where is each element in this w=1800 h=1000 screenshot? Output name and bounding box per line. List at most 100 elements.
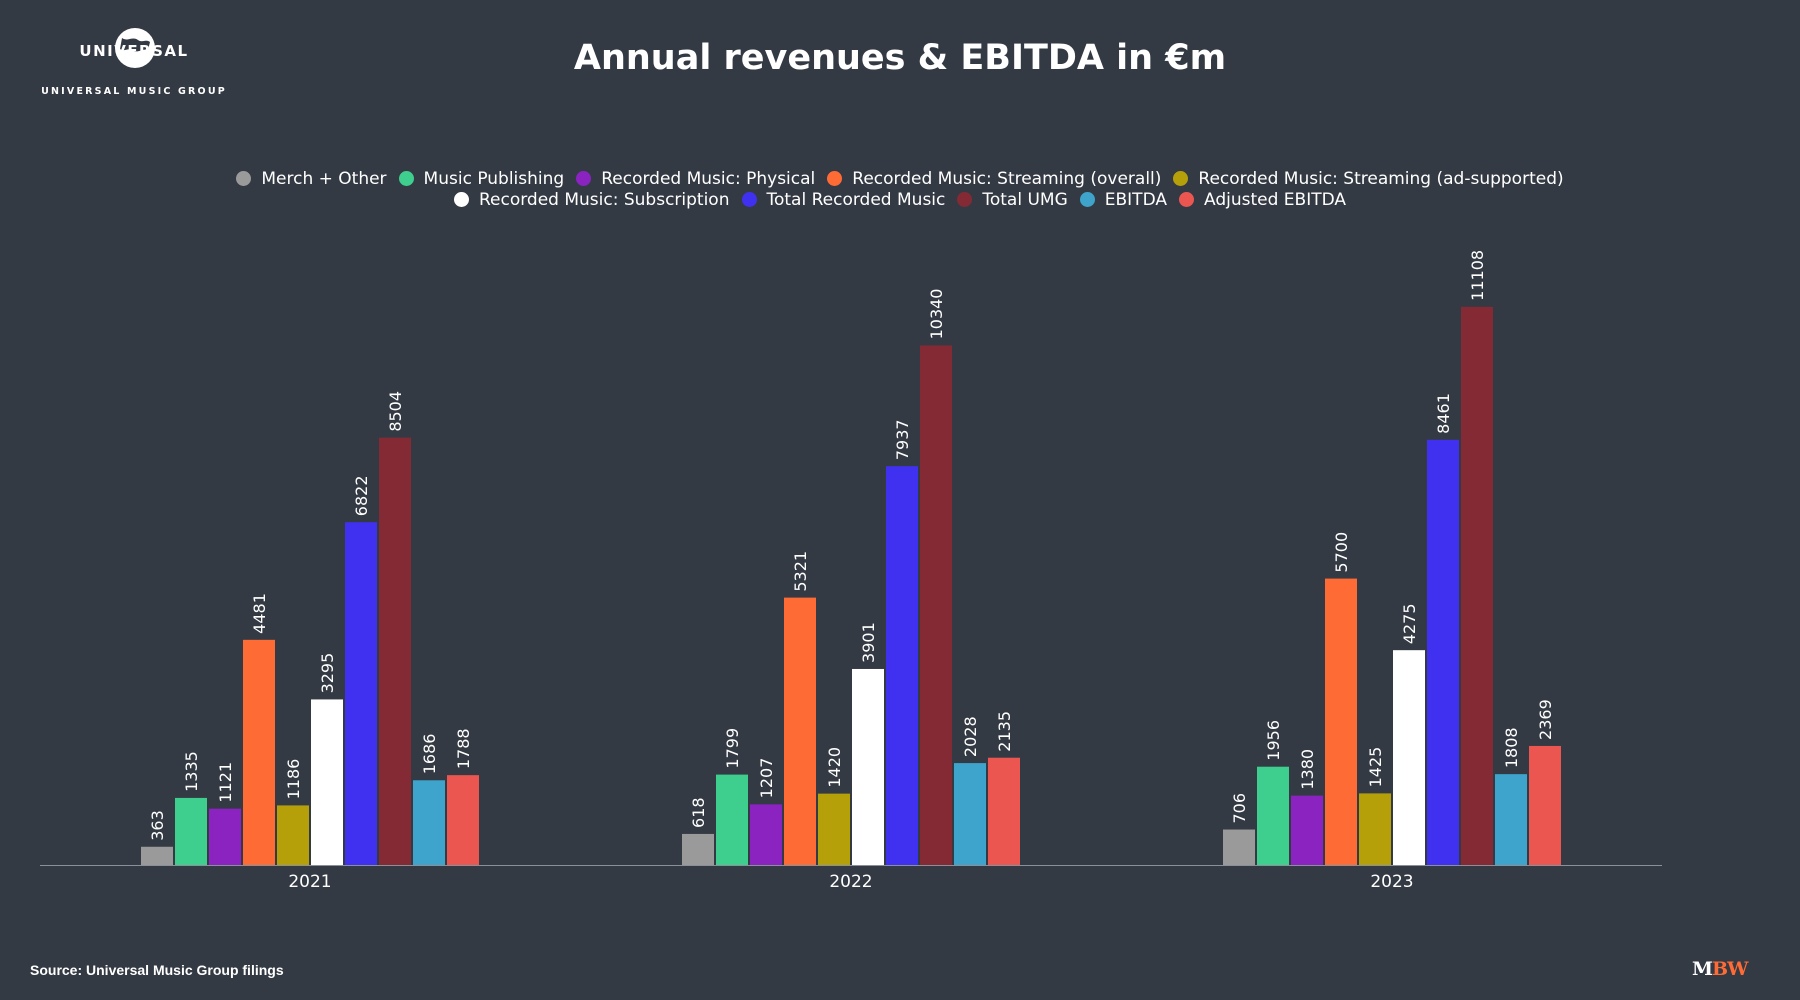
bar [682, 833, 714, 865]
bar [277, 805, 309, 865]
bar [818, 793, 850, 865]
legend-label: Total UMG [982, 189, 1068, 210]
legend-item[interactable]: Total Recorded Music [741, 189, 946, 210]
bar [413, 780, 445, 865]
data-label: 11108 [1468, 250, 1487, 301]
bar [311, 699, 343, 865]
x-tick-label: 2021 [288, 872, 331, 892]
legend-label: Adjusted EBITDA [1204, 189, 1347, 210]
bar [1529, 745, 1561, 865]
logo-wordmark: UNIVERSAL [79, 42, 189, 60]
legend-label: Recorded Music: Streaming (ad-supported) [1198, 168, 1564, 189]
brand-part-1: M [1692, 958, 1713, 980]
x-tick-label: 2023 [1370, 872, 1413, 892]
data-label: 2028 [961, 716, 980, 757]
bar [1461, 306, 1493, 865]
data-label: 1420 [825, 747, 844, 788]
legend-marker [827, 171, 843, 186]
data-label: 3295 [318, 653, 337, 694]
mbw-logo: MBW [1692, 958, 1748, 980]
legend-row: Recorded Music: Subscription Total Record… [0, 189, 1800, 210]
legend-item[interactable]: Recorded Music: Subscription [453, 189, 730, 210]
legend-item[interactable]: Adjusted EBITDA [1179, 190, 1346, 210]
data-label: 2369 [1536, 699, 1555, 740]
bar [1393, 650, 1425, 865]
legend-label: Total Recorded Music [766, 189, 946, 210]
bar [379, 437, 411, 865]
bar [209, 808, 241, 865]
data-label: 706 [1230, 793, 1249, 824]
legend-label: Recorded Music: Subscription [478, 189, 730, 210]
legend-marker [1173, 171, 1189, 186]
legend-item[interactable]: Total UMG [957, 189, 1068, 210]
legend-item[interactable]: Merch + Other [236, 168, 387, 189]
bar [345, 522, 377, 865]
bar [988, 757, 1020, 865]
chart-legend: Merch + Other Music Publishing Recorded Mu… [0, 168, 1800, 210]
bar [1257, 766, 1289, 865]
data-label: 10340 [927, 289, 946, 340]
legend-item[interactable]: Music Publishing [398, 168, 565, 189]
legend-item[interactable]: EBITDA [1079, 189, 1167, 210]
bar [447, 775, 479, 865]
legend-item[interactable]: Recorded Music: Physical [576, 169, 815, 189]
bar [852, 668, 884, 865]
data-label: 3901 [859, 622, 878, 663]
data-label: 363 [148, 810, 167, 841]
legend-marker [741, 192, 757, 207]
legend-marker [1179, 192, 1194, 207]
bar [1325, 578, 1357, 865]
legend-label: EBITDA [1104, 189, 1167, 210]
data-label: 2135 [995, 711, 1014, 752]
universal-logo: UNIVERSAL UNIVERSAL MUSIC GROUP [38, 24, 230, 100]
data-label: 8461 [1434, 393, 1453, 434]
data-label: 8504 [386, 391, 405, 432]
bar [1495, 774, 1527, 865]
bar [243, 639, 275, 865]
bar [920, 345, 952, 865]
data-label: 1788 [454, 728, 473, 769]
bar [1427, 439, 1459, 865]
x-tick-label: 2022 [829, 872, 872, 892]
data-label: 1121 [216, 762, 235, 803]
legend-label: Recorded Music: Streaming (overall) [852, 168, 1162, 189]
data-label: 1686 [420, 734, 439, 775]
data-label: 6822 [352, 475, 371, 516]
data-label: 618 [689, 797, 708, 828]
data-label: 5321 [791, 551, 810, 592]
bar [784, 597, 816, 865]
legend-item[interactable]: Recorded Music: Streaming (overall) [827, 169, 1161, 189]
bar [1291, 795, 1323, 865]
legend-label: Recorded Music: Physical [601, 168, 816, 189]
legend-label: Merch + Other [261, 168, 387, 189]
data-label: 4481 [250, 593, 269, 634]
data-label: 1808 [1502, 727, 1521, 768]
bar [1223, 829, 1255, 865]
bar [175, 797, 207, 865]
data-label: 1956 [1264, 720, 1283, 761]
legend-item[interactable]: Recorded Music: Streaming (ad-supported) [1173, 168, 1564, 189]
data-label: 1799 [723, 728, 742, 769]
legend-marker [398, 171, 414, 186]
legend-marker [576, 171, 592, 186]
legend-label: Music Publishing [423, 168, 565, 189]
legend-marker [453, 192, 469, 207]
chart-title: Annual revenues & EBITDA in €m [573, 38, 1227, 78]
bar [716, 774, 748, 865]
bar [1359, 793, 1391, 865]
data-label: 5700 [1332, 532, 1351, 573]
bar [750, 804, 782, 865]
legend-row: Merch + Other Music Publishing Recorded Mu… [0, 168, 1800, 189]
bar [886, 466, 918, 865]
legend-marker [1079, 192, 1095, 207]
data-label: 1425 [1366, 747, 1385, 788]
bar [141, 846, 173, 865]
data-label: 1207 [757, 758, 776, 799]
legend-marker [957, 192, 973, 207]
legend-marker [236, 171, 252, 186]
data-label: 1380 [1298, 749, 1317, 790]
bar [954, 763, 986, 865]
data-label: 7937 [893, 419, 912, 460]
data-label: 1335 [182, 751, 201, 792]
